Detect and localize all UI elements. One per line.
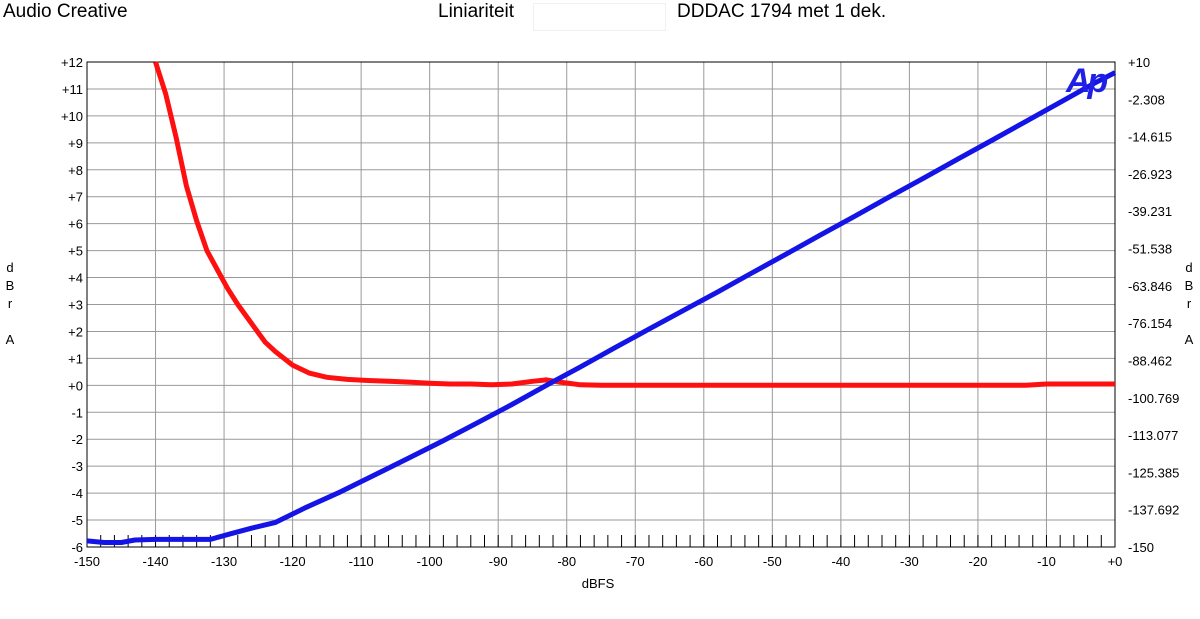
x-tick-label: -140 (143, 554, 169, 569)
right-tick-label: -63.846 (1128, 279, 1172, 294)
x-tick-label: -150 (74, 554, 100, 569)
left-tick-label: +7 (68, 190, 83, 205)
chart-grid (86, 61, 1116, 548)
right-tick-label: -113.077 (1128, 428, 1178, 443)
x-tick-label: -110 (349, 554, 374, 569)
x-tick-label: -50 (763, 554, 782, 569)
left-tick-label: +1 (68, 351, 83, 366)
right-axis-title: dBr A (1185, 260, 1194, 347)
left-tick-label: +8 (68, 163, 83, 178)
left-tick-label: +6 (68, 217, 83, 232)
x-tick-label: -70 (626, 554, 645, 569)
x-tick-label: -80 (557, 554, 576, 569)
right-tick-labels: +10 -2.308 -14.615 -26.923 -39.231 -51.538 -63… (1128, 55, 1179, 555)
axis-title-letter: d (6, 260, 13, 275)
left-tick-label: -6 (71, 540, 83, 555)
right-tick-label: -26.923 (1128, 167, 1172, 182)
left-tick-label: +9 (68, 136, 83, 151)
right-tick-label: -14.615 (1128, 130, 1172, 145)
x-tick-label: -130 (211, 554, 237, 569)
right-tick-label: -100.769 (1128, 391, 1179, 406)
header-left-title: Audio Creative (3, 1, 128, 22)
left-tick-label: -3 (71, 459, 83, 474)
series-line-0 (153, 61, 1115, 388)
axis-title-letter: r (1187, 296, 1192, 311)
right-tick-label: -88.462 (1128, 353, 1172, 368)
x-tick-label: +0 (1108, 554, 1123, 569)
x-axis-title: dBFS (582, 576, 615, 591)
chart-minor-ticks (86, 535, 1116, 547)
ap-logo: Ap (1065, 62, 1108, 100)
left-tick-label: -1 (71, 405, 83, 420)
x-tick-label: -10 (1037, 554, 1056, 569)
header-chart-title: Liniariteit (438, 1, 515, 22)
axis-title-letter: d (1185, 260, 1192, 275)
series-line-1 (86, 70, 1117, 545)
axis-title-letter: A (1185, 332, 1194, 347)
header-title-box (533, 3, 666, 31)
right-tick-label: -137.692 (1128, 503, 1179, 518)
axis-title-letter: B (1185, 278, 1194, 293)
right-tick-label: -125.385 (1128, 465, 1179, 480)
left-tick-label: +4 (68, 271, 83, 286)
left-tick-label: -4 (71, 486, 83, 501)
x-tick-label: -40 (831, 554, 850, 569)
header-device-title: DDDAC 1794 met 1 dek. (677, 1, 887, 22)
left-tick-label: -2 (71, 432, 83, 447)
right-tick-label: +10 (1128, 55, 1150, 70)
left-tick-labels: +12 +11 +10 +9 +8 +7 +6 +5 +4 +3 +2 +1 +0 -1 -2 -3 -4 -5 -… (61, 55, 83, 555)
x-tick-label: -60 (694, 554, 713, 569)
left-tick-label: +12 (61, 55, 83, 70)
right-tick-label: -76.154 (1128, 316, 1172, 331)
left-tick-label: -5 (71, 513, 83, 528)
right-tick-label: -150 (1128, 540, 1154, 555)
left-tick-label: +0 (68, 378, 83, 393)
axis-title-letter: B (6, 278, 15, 293)
left-tick-label: +11 (62, 82, 83, 97)
left-tick-label: +3 (68, 298, 83, 313)
axis-title-letter: r (8, 296, 13, 311)
left-tick-label: +2 (68, 324, 83, 339)
left-tick-label: +10 (61, 109, 83, 124)
left-axis-title: dBr A (6, 260, 15, 347)
chart-series (86, 61, 1117, 545)
x-tick-label: -90 (489, 554, 508, 569)
plot-frame (86, 61, 1116, 548)
axis-title-letter: A (6, 332, 15, 347)
x-tick-labels: -150 -140 -130 -120 -110 -100 -90 -80 -70 -60 -50 -… (74, 554, 1122, 569)
x-tick-label: -20 (969, 554, 988, 569)
right-tick-label: -39.231 (1128, 204, 1172, 219)
x-tick-label: -100 (417, 554, 443, 569)
right-tick-label: -2.308 (1128, 92, 1165, 107)
left-tick-label: +5 (68, 244, 83, 259)
x-tick-label: -30 (900, 554, 919, 569)
right-tick-label: -51.538 (1128, 242, 1172, 257)
x-tick-label: -120 (280, 554, 306, 569)
